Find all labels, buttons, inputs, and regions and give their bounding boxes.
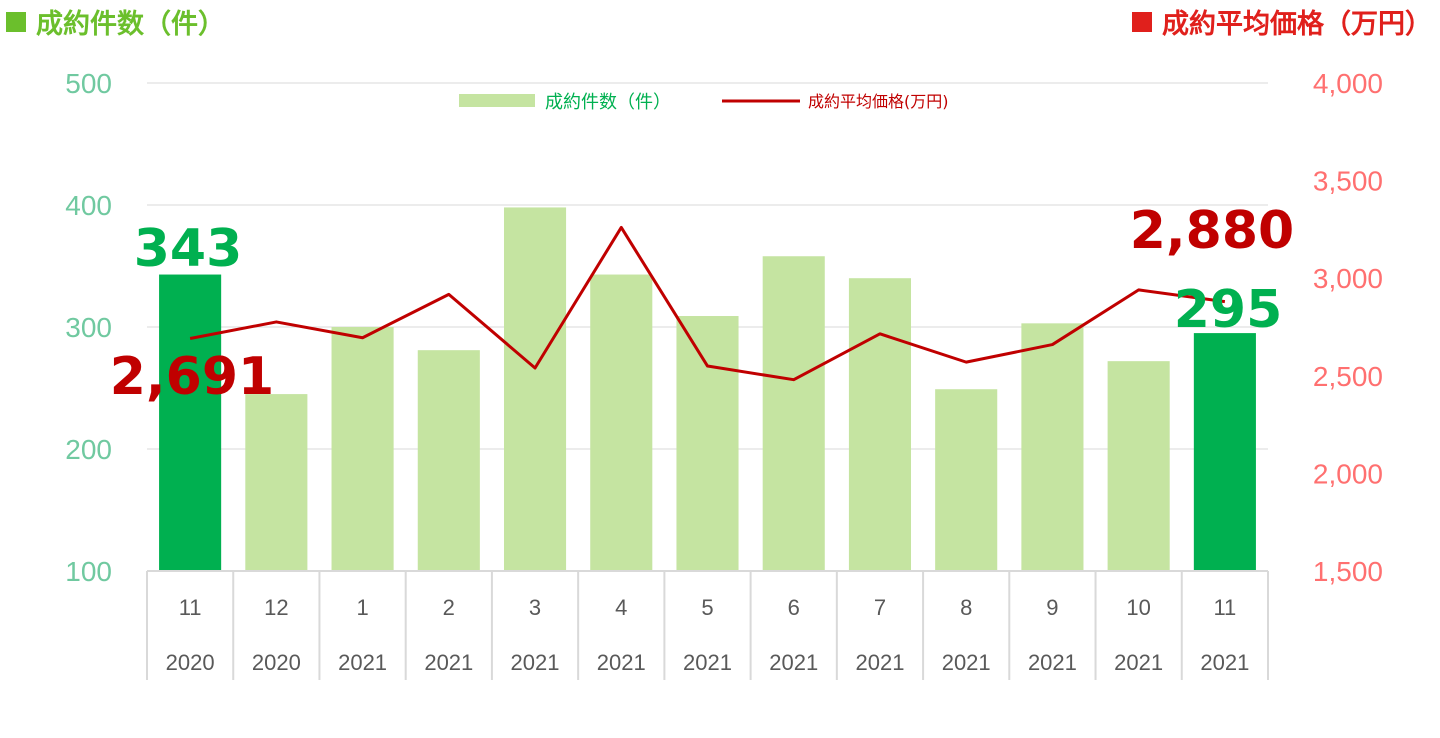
x-tick-year: 2021 — [1200, 650, 1249, 675]
bar — [848, 278, 912, 571]
x-tick-month: 10 — [1126, 595, 1150, 620]
x-tick-month: 3 — [529, 595, 541, 620]
x-tick-month: 12 — [264, 595, 288, 620]
x-tick-year: 2020 — [166, 650, 215, 675]
bar — [1021, 323, 1084, 571]
left-axis: 100 200 300 400 500 — [65, 68, 112, 587]
bar — [503, 207, 567, 571]
x-tick-year: 2020 — [252, 650, 301, 675]
x-tick-year: 2021 — [424, 650, 473, 675]
x-tick-year: 2021 — [1114, 650, 1163, 675]
x-tick-month: 7 — [874, 595, 886, 620]
x-tick-year: 2021 — [683, 650, 732, 675]
x-tick-month: 5 — [701, 595, 713, 620]
left-tick-label: 100 — [65, 556, 112, 587]
x-tick-month: 1 — [356, 595, 368, 620]
bar — [935, 389, 998, 571]
x-tick-year: 2021 — [942, 650, 991, 675]
left-axis-title-text: 成約件数（件） — [36, 9, 225, 40]
bar — [1107, 361, 1170, 571]
bar — [590, 274, 653, 571]
data-labels: 343 295 2,691 2,880 — [110, 201, 1294, 407]
left-tick-label: 400 — [65, 190, 112, 221]
bar — [762, 256, 825, 571]
bar — [676, 316, 739, 571]
legend-bar-label: 成約件数（件） — [545, 92, 671, 113]
x-tick-month: 11 — [179, 595, 202, 620]
left-axis-title: 成約件数（件） — [6, 2, 225, 41]
bar-series — [159, 207, 1256, 571]
bar — [1193, 333, 1256, 571]
right-tick-label: 4,000 — [1313, 68, 1383, 99]
bar — [159, 274, 222, 571]
legend: 成約件数（件） 成約平均価格(万円) — [459, 92, 949, 113]
right-axis: 1,500 2,000 2,500 3,000 3,500 4,000 — [1313, 68, 1383, 587]
left-tick-label: 200 — [65, 434, 112, 465]
bar — [417, 350, 480, 571]
data-label: 2,880 — [1130, 201, 1294, 261]
x-tick-month: 11 — [1213, 595, 1236, 620]
data-label: 2,691 — [110, 347, 274, 407]
x-tick-month: 8 — [960, 595, 972, 620]
x-tick-year: 2021 — [597, 650, 646, 675]
x-tick-year: 2021 — [338, 650, 387, 675]
bar — [331, 327, 394, 571]
x-tick-year: 2021 — [511, 650, 560, 675]
x-tick-year: 2021 — [1028, 650, 1077, 675]
x-tick-month: 9 — [1046, 595, 1058, 620]
bar — [245, 394, 308, 571]
right-tick-label: 2,500 — [1313, 361, 1383, 392]
legend-line-label: 成約平均価格(万円) — [808, 92, 949, 111]
legend-bar-swatch — [459, 94, 535, 107]
line-series — [189, 225, 1226, 382]
x-tick-month: 6 — [788, 595, 800, 620]
right-tick-label: 2,000 — [1313, 458, 1383, 489]
left-tick-label: 300 — [65, 312, 112, 343]
x-tick-year: 2021 — [855, 650, 904, 675]
right-axis-title: 成約平均価格（万円） — [1132, 2, 1432, 41]
right-tick-label: 3,500 — [1313, 166, 1383, 197]
price-line — [189, 225, 1226, 382]
data-label: 295 — [1174, 280, 1283, 340]
right-axis-title-text: 成約平均価格（万円） — [1162, 9, 1432, 40]
right-tick-label: 3,000 — [1313, 263, 1383, 294]
x-tick-month: 2 — [443, 595, 455, 620]
red-square-icon — [1132, 11, 1152, 32]
green-square-icon — [6, 11, 26, 32]
left-tick-label: 500 — [65, 68, 112, 99]
x-axis: 11 2020 12 2020 1 2021 2 2021 3 2021 4 2021 5 2021 6 20… — [146, 570, 1269, 680]
x-tick-year: 2021 — [769, 650, 818, 675]
x-tick-month: 4 — [615, 595, 627, 620]
right-tick-label: 1,500 — [1313, 556, 1383, 587]
data-label: 343 — [134, 219, 243, 279]
